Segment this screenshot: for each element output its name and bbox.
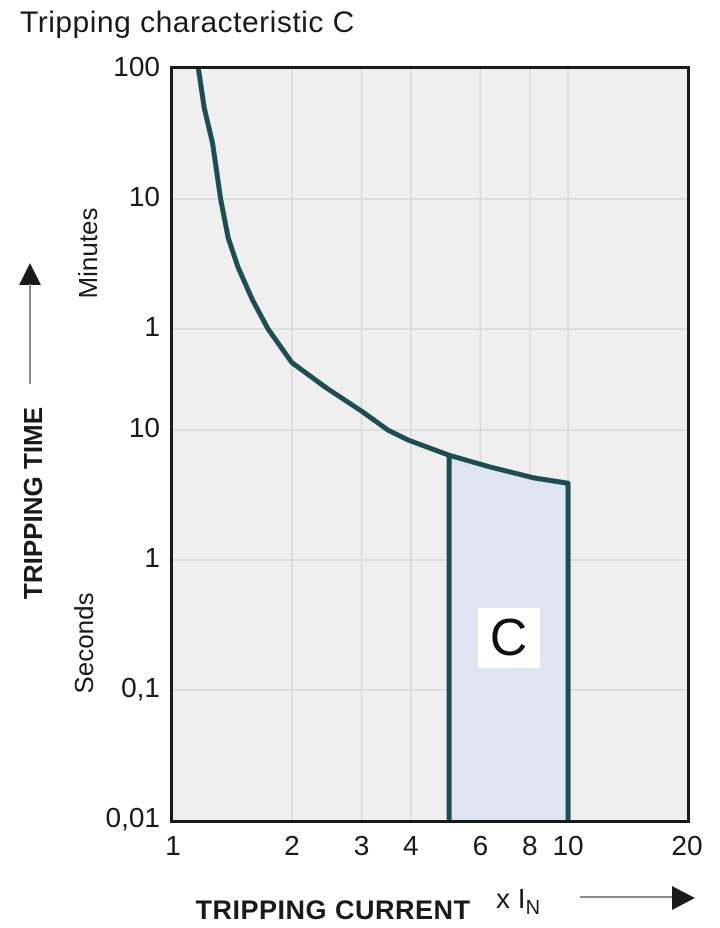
x-tick-label: 8 (522, 830, 538, 862)
x-tick-label: 1 (165, 830, 181, 862)
y-tick-label: 10 (46, 181, 160, 213)
y-tick-label: 10 (46, 412, 160, 444)
x-axis-unit: x IN (496, 883, 540, 920)
x-axis-arrow-line (580, 896, 672, 898)
y-axis-title: TRIPPING TIME (18, 353, 48, 653)
x-tick-label: 6 (473, 830, 489, 862)
plot-area: C (170, 66, 690, 823)
y-tick-label: 1 (46, 542, 160, 574)
y-tick-label: 0,1 (46, 672, 160, 704)
x-axis-title: TRIPPING CURRENT (180, 895, 486, 926)
x-tick-label: 4 (403, 830, 419, 862)
y-axis-arrow-up-icon (19, 263, 41, 285)
chart-svg (173, 69, 687, 820)
x-tick-label: 10 (552, 830, 583, 862)
y-tick-label: 0,01 (46, 802, 160, 834)
figure-canvas: Tripping characteristic C TRIPPING TIME … (0, 0, 720, 928)
tripping-curve (198, 69, 568, 483)
x-tick-label: 20 (671, 830, 702, 862)
x-tick-label: 3 (354, 830, 370, 862)
x-axis-unit-prefix: x I (496, 883, 526, 914)
figure-title: Tripping characteristic C (20, 6, 355, 40)
x-axis-unit-subscript: N (526, 897, 540, 919)
y-tick-label: 1 (46, 311, 160, 343)
y-tick-label: 100 (46, 51, 160, 83)
region-label-c: C (478, 608, 540, 668)
x-axis-arrow-right-icon (672, 886, 695, 910)
x-tick-label: 2 (284, 830, 300, 862)
